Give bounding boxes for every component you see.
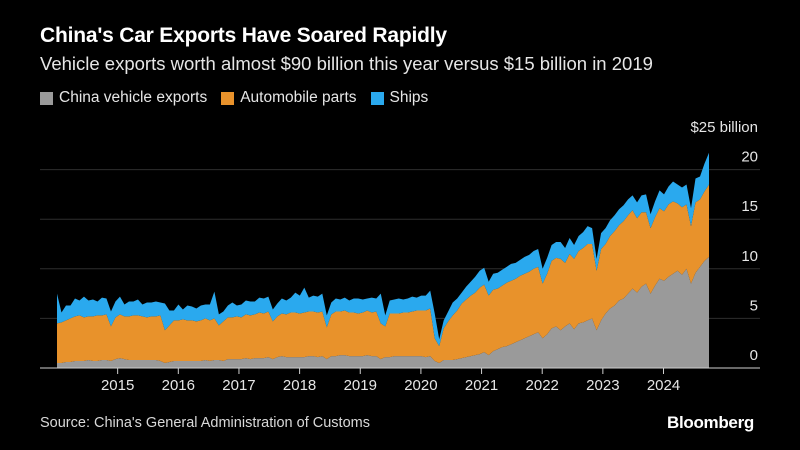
y-tick-label-0: 0 — [750, 347, 758, 364]
x-tick-label-2018: 2018 — [283, 377, 316, 394]
x-tick-label-2021: 2021 — [465, 377, 498, 394]
x-tick-label-2019: 2019 — [344, 377, 377, 394]
stacked-areas — [57, 152, 709, 368]
x-tick-label-2015: 2015 — [101, 377, 134, 394]
legend-item-automobile-parts: Automobile parts — [221, 89, 357, 107]
x-tick-label-2016: 2016 — [162, 377, 195, 394]
x-tick-label-2023: 2023 — [586, 377, 619, 394]
bloomberg-logo: Bloomberg — [666, 413, 754, 432]
x-tick-label-2020: 2020 — [404, 377, 437, 394]
legend-label-ships: Ships — [389, 89, 429, 106]
y-tick-label-5: 5 — [750, 297, 758, 314]
x-tick-label-2017: 2017 — [222, 377, 255, 394]
source-note: Source: China's General Administration o… — [40, 415, 370, 431]
legend-swatch-vehicle-exports — [40, 91, 53, 105]
y-tick-label-20: 20 — [741, 149, 758, 166]
y-tick-label-10: 10 — [741, 248, 758, 265]
area-automobile-parts — [57, 184, 709, 364]
legend-label-automobile-parts: Automobile parts — [240, 89, 357, 106]
legend-swatch-ships — [370, 91, 384, 105]
legend-label-vehicle-exports: China vehicle exports — [59, 89, 208, 106]
chart-subtitle: Vehicle exports worth almost $90 billion… — [40, 53, 653, 74]
area-ships — [57, 152, 709, 347]
y-unit-label: $25 billion — [690, 119, 758, 136]
area-china-vehicle-exports — [57, 256, 709, 368]
chart-title: China's Car Exports Have Soared Rapidly — [40, 24, 447, 47]
legend-item-vehicle-exports: China vehicle exports — [40, 89, 207, 107]
legend-item-ships: Ships — [370, 89, 429, 107]
x-tick-label-2022: 2022 — [526, 377, 559, 394]
y-tick-label-15: 15 — [741, 198, 758, 215]
legend-swatch-automobile-parts — [221, 91, 235, 105]
legend: China vehicle exports Automobile parts S… — [40, 89, 442, 107]
axes: $25 billion 0 5 10 15 20 2015 2016 2017 2018 2019 2… — [40, 119, 760, 394]
x-tick-label-2024: 2024 — [647, 377, 680, 394]
